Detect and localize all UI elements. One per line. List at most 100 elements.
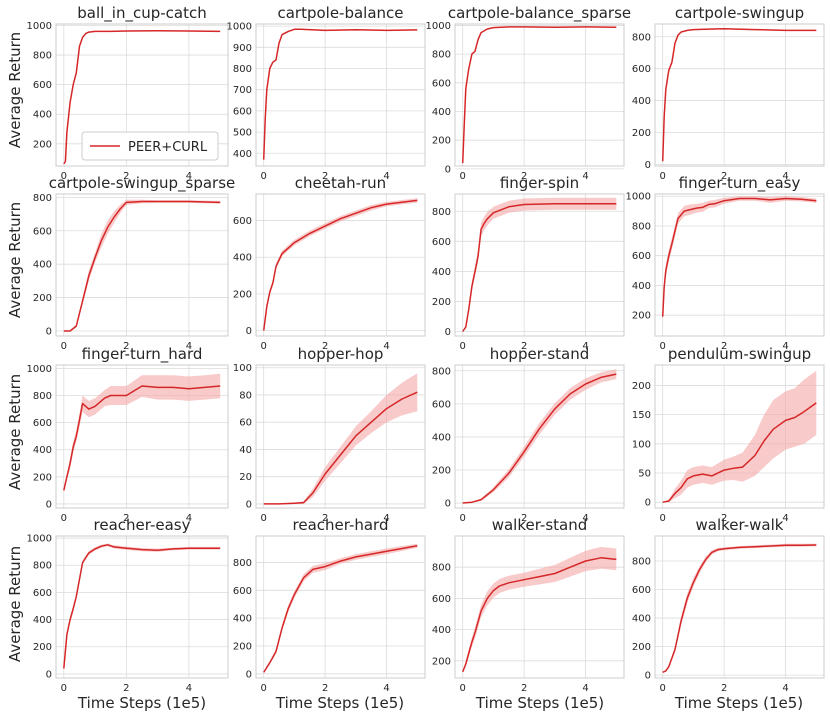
plot-area <box>655 24 824 166</box>
series-line-peer-curl <box>262 199 418 331</box>
subplot-title: reacher-hard <box>293 516 389 534</box>
x-tick-label: 2 <box>521 341 527 352</box>
y-tick-label: 100 <box>632 439 651 450</box>
subplot-cartpole-balance: 0 2 4 400 500 600 700 800 900 1000 cartpole-balanc… <box>227 4 426 182</box>
x-tick-label: 4 <box>782 341 788 352</box>
xlabel-col-3: Time Steps (1e5) <box>475 694 604 712</box>
subplot-finger-turn_hard: 0 2 4 0 200 400 600 800 1000 finger-turn_hard <box>27 345 229 524</box>
y-tick-label: 600 <box>432 237 451 248</box>
y-tick-label: 80 <box>239 390 252 401</box>
x-tick-label: 0 <box>459 513 465 524</box>
y-tick-label: 20 <box>239 472 252 483</box>
legend-box <box>81 131 219 161</box>
y-tick-label: 400 <box>432 107 451 118</box>
y-tick-label: 200 <box>233 641 252 652</box>
y-tick-label: 200 <box>432 136 451 147</box>
y-tick-label: 900 <box>233 43 252 54</box>
x-tick-label: 4 <box>383 171 389 182</box>
y-tick-label: 800 <box>632 556 651 567</box>
confidence-band <box>462 546 617 672</box>
plot-area <box>56 194 228 336</box>
x-tick-label: 4 <box>782 171 788 182</box>
x-tick-label: 4 <box>186 341 192 352</box>
ylabel-row-4: Average Return <box>6 546 24 662</box>
y-tick-label: 400 <box>233 253 252 264</box>
xlabel-col-2: Time Steps (1e5) <box>275 694 404 712</box>
y-tick-label: 800 <box>632 32 651 43</box>
y-tick-label: 400 <box>33 110 52 121</box>
y-tick-label: 1000 <box>27 21 52 32</box>
series-line-peer-curl <box>63 544 221 669</box>
x-tick-label: 0 <box>459 341 465 352</box>
legend: PEER+CURL <box>81 131 219 161</box>
y-tick-label: 800 <box>33 51 52 62</box>
x-tick-label: 2 <box>721 341 727 352</box>
y-tick-label: 1000 <box>27 534 52 545</box>
subplot-walker-walk: 0 2 4 0 200 400 600 800 walker-walk <box>632 516 825 694</box>
series-line-peer-curl <box>462 203 617 332</box>
y-tick-label: 400 <box>33 260 52 271</box>
y-tick-label: 600 <box>432 594 451 605</box>
y-tick-label: 0 <box>246 669 252 680</box>
y-tick-label: 600 <box>632 64 651 75</box>
x-tick-label: 0 <box>659 513 665 524</box>
y-tick-label: 600 <box>632 251 651 262</box>
y-tick-label: 200 <box>632 642 651 653</box>
x-tick-label: 2 <box>123 171 129 182</box>
subplot-title: walker-stand <box>492 516 588 534</box>
y-tick-label: 400 <box>33 615 52 626</box>
y-tick-label: 800 <box>233 64 252 75</box>
x-tick-label: 0 <box>61 341 67 352</box>
plot-area <box>455 365 624 508</box>
x-tick-label: 0 <box>61 513 67 524</box>
x-tick-label: 2 <box>123 341 129 352</box>
x-tick-label: 4 <box>582 513 588 524</box>
series-line-peer-curl <box>661 197 817 317</box>
series-line-peer-curl <box>462 557 617 673</box>
plot-frame <box>255 535 426 679</box>
y-tick-label: 800 <box>33 391 52 402</box>
plot-area <box>455 194 624 336</box>
y-tick-label: 200 <box>632 381 651 392</box>
y-tick-label: 600 <box>33 588 52 599</box>
plot-frame <box>255 364 426 509</box>
subplot-pendulum-swingup: 0 2 4 0 50 100 150 200 pendulum-swingup <box>632 345 825 524</box>
plot-frame <box>454 535 625 679</box>
y-tick-label: 1000 <box>27 364 52 375</box>
subplot-reacher-hard: 0 2 4 0 200 400 600 800 reacher-hard <box>233 516 426 694</box>
x-tick-label: 4 <box>383 513 389 524</box>
y-tick-label: 800 <box>33 561 52 572</box>
y-tick-label: 400 <box>432 432 451 443</box>
x-tick-label: 4 <box>186 171 192 182</box>
y-tick-label: 1000 <box>426 21 451 32</box>
plot-frame <box>654 23 825 167</box>
x-tick-label: 4 <box>186 683 192 694</box>
x-tick-label: 2 <box>521 513 527 524</box>
subplot-title: hopper-hop <box>298 345 384 363</box>
subplot-reacher-easy: 0 2 4 0 200 400 600 800 1000 reacher-easy <box>27 516 229 694</box>
plot-frame <box>454 23 625 167</box>
x-tick-label: 2 <box>123 683 129 694</box>
y-tick-label: 400 <box>632 96 651 107</box>
plot-frame <box>55 23 229 167</box>
x-tick-label: 0 <box>260 341 266 352</box>
y-tick-label: 0 <box>46 669 52 680</box>
plot-frame <box>654 535 825 679</box>
subplot-cheetah-run: 0 2 4 0 200 400 600 cheetah-run <box>233 174 426 352</box>
y-tick-label: 0 <box>645 671 651 682</box>
y-tick-label: 800 <box>432 366 451 377</box>
subplot-title: reacher-easy <box>94 516 191 534</box>
x-tick-label: 2 <box>123 513 129 524</box>
y-tick-label: 200 <box>432 297 451 308</box>
ylabel-row-1: Average Return <box>6 32 24 148</box>
y-tick-label: 200 <box>432 656 451 667</box>
subplot-title: cartpole-swingup_sparse <box>49 174 236 193</box>
y-tick-label: 0 <box>46 499 52 510</box>
y-tick-label: 0 <box>246 499 252 510</box>
y-tick-label: 600 <box>33 80 52 91</box>
y-tick-label: 600 <box>233 586 252 597</box>
series-line-peer-curl <box>462 373 617 504</box>
x-tick-label: 0 <box>659 341 665 352</box>
